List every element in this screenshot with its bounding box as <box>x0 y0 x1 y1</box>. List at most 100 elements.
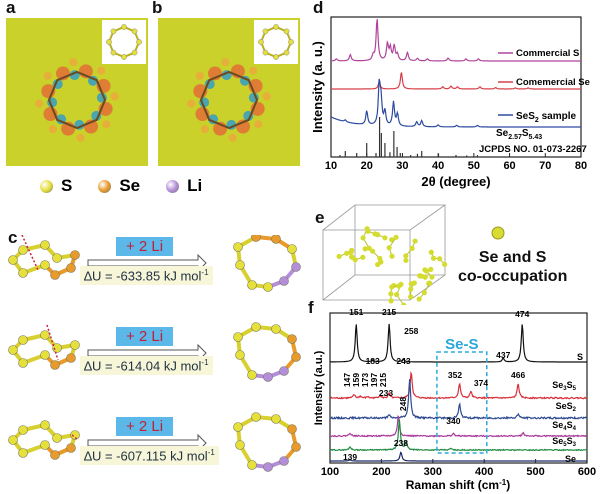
panel-label-c: c <box>8 228 18 247</box>
density-blob <box>110 92 119 101</box>
atom <box>8 345 18 355</box>
atom-legend: S Se Li <box>40 176 202 196</box>
reagent-label: + 2 Li <box>116 237 174 256</box>
atom <box>279 366 289 376</box>
atom <box>40 440 50 450</box>
atom <box>360 254 366 260</box>
atom <box>403 253 409 259</box>
reagent-label: + 2 Li <box>116 327 174 346</box>
legend-item-li: Li <box>166 176 202 196</box>
legend-label-part: SeS <box>516 111 535 122</box>
y-axis-label: Intensity (a.u.) <box>313 350 325 425</box>
x-tick-label: 40 <box>432 160 444 172</box>
series-label: Se3S5 <box>552 380 576 392</box>
atom <box>247 280 257 290</box>
density-blob <box>69 58 78 67</box>
atom <box>386 245 392 251</box>
ring-bonds <box>47 70 107 130</box>
atom <box>50 450 60 460</box>
atom <box>18 245 28 255</box>
s-atom <box>136 39 142 45</box>
energy-change-label: ∆U = -614.04 kJ mol-1 <box>80 356 213 376</box>
peak-label: 139 <box>343 452 357 462</box>
atom <box>40 260 50 270</box>
atom <box>360 235 366 241</box>
atom <box>70 340 80 350</box>
peak-label: 215 <box>382 307 396 317</box>
atom <box>291 442 301 452</box>
series-label-part: Se <box>552 420 563 430</box>
atom <box>389 237 395 243</box>
delta-u-text: ∆U = -607.115 kJ mol <box>84 448 208 464</box>
atom <box>389 284 395 290</box>
series-label-part: Se <box>552 380 563 390</box>
atom <box>429 274 435 280</box>
atom <box>271 324 281 334</box>
legend-label-part: 2 <box>535 117 539 124</box>
atom <box>422 274 428 280</box>
x-axis-label: 2θ (degree) <box>421 174 490 189</box>
density-blob <box>102 120 111 129</box>
atom <box>364 226 370 232</box>
atom <box>66 353 76 363</box>
atom <box>378 259 384 265</box>
atom <box>287 244 297 254</box>
series-label-part: 3 <box>563 386 567 392</box>
series-line <box>330 414 587 438</box>
panel-label-e: e <box>315 208 325 227</box>
atom-ball-icon <box>166 179 180 193</box>
series-line <box>330 323 587 363</box>
atom <box>233 332 243 342</box>
legend-item-se: Se <box>98 176 140 196</box>
series-label-part: 3 <box>573 442 577 448</box>
delta-u-text: ∆U = -614.04 kJ mol <box>84 358 202 374</box>
x-tick-label: 600 <box>578 466 596 478</box>
atom <box>18 335 28 345</box>
atom <box>50 270 60 280</box>
atom <box>428 249 434 255</box>
cleavage-line <box>71 434 79 441</box>
atom <box>427 280 433 286</box>
atom <box>279 456 289 466</box>
unit-cell <box>322 204 447 301</box>
density-blob <box>97 66 106 75</box>
s-atom <box>106 39 112 45</box>
atom <box>442 261 448 267</box>
atom <box>52 253 62 263</box>
atom <box>336 253 342 260</box>
atom <box>403 257 409 263</box>
peak-label: 352 <box>448 370 462 380</box>
se-s-label: Se-S <box>445 336 478 353</box>
x-tick-label: 500 <box>526 466 544 478</box>
density-blob <box>228 133 237 142</box>
s-atom <box>131 28 138 35</box>
atom <box>279 276 289 286</box>
atom <box>382 235 388 241</box>
series-line <box>329 419 588 452</box>
atom <box>437 256 443 262</box>
peak-label: 340 <box>446 416 460 426</box>
atom <box>421 290 427 296</box>
peak-label: 437 <box>496 350 510 360</box>
atom <box>287 334 297 344</box>
atom <box>18 268 28 278</box>
legend-label: S <box>61 176 73 195</box>
peak-label: 215 <box>378 373 388 387</box>
jcpds-formula: Se2.57S5.43 <box>496 128 542 141</box>
atom <box>235 260 245 270</box>
s-atom <box>273 54 279 60</box>
legend-item-s: S <box>40 176 72 196</box>
atom <box>344 250 350 256</box>
atom <box>430 255 437 261</box>
panel-label-d: d <box>313 0 324 17</box>
atom <box>40 350 50 360</box>
unit-superscript: -1 <box>201 358 209 367</box>
peak-label: 173 <box>360 373 370 387</box>
atom <box>423 268 430 274</box>
density-blob <box>254 120 263 129</box>
energy-change-label: ∆U = -633.85 kJ mol-1 <box>80 266 213 286</box>
x-tick-label: 300 <box>424 466 442 478</box>
series-line <box>329 378 588 421</box>
peak-label: 147 <box>342 373 352 387</box>
s-atom <box>121 54 127 60</box>
